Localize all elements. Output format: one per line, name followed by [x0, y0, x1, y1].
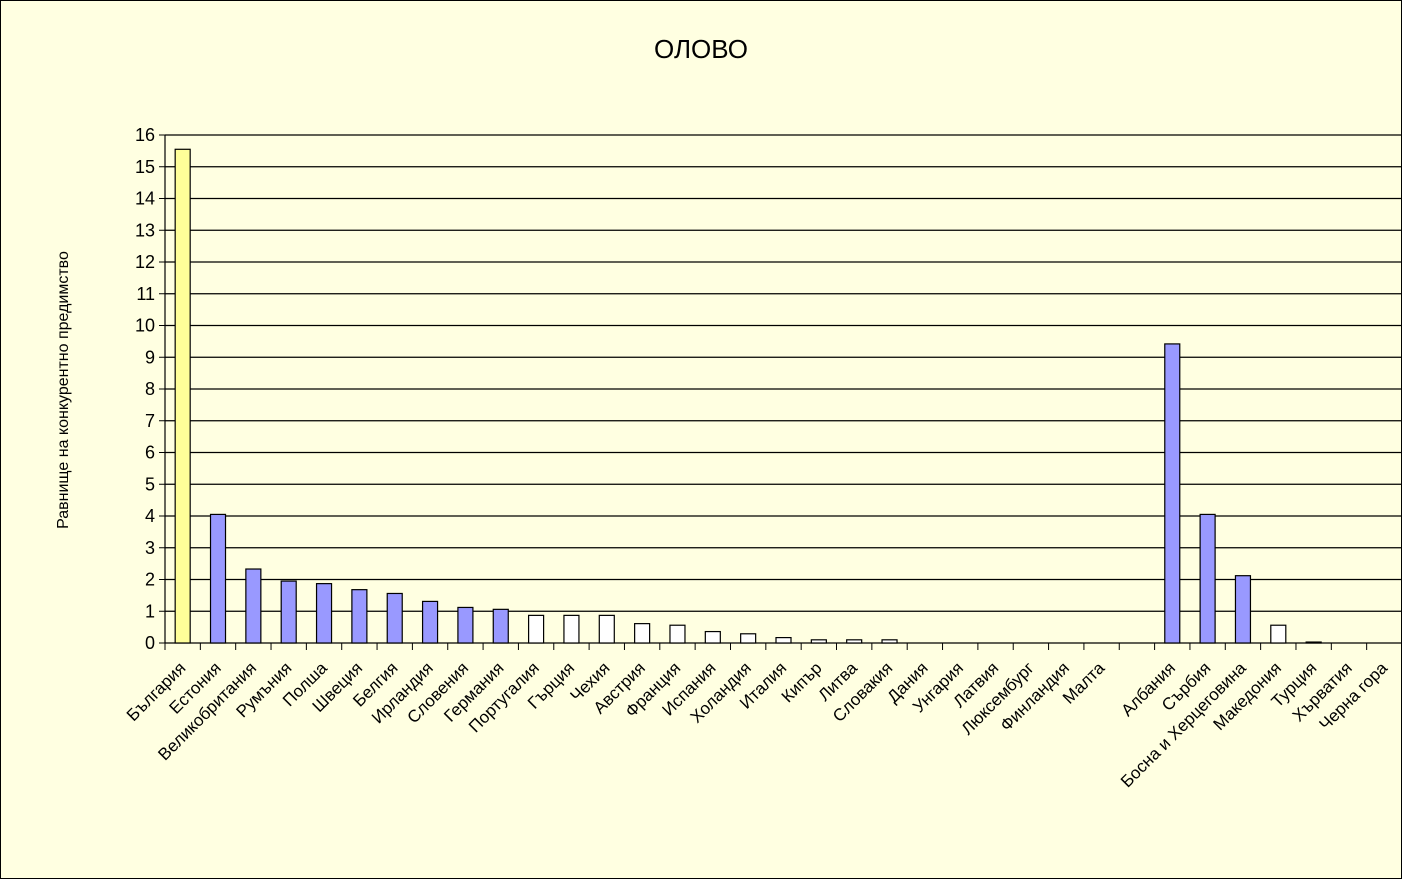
bar — [775, 637, 792, 644]
bar — [598, 614, 615, 644]
bar — [1199, 513, 1216, 644]
bar — [1164, 343, 1181, 644]
bar — [386, 592, 403, 644]
y-tick-label: 10 — [135, 316, 155, 336]
y-tick-label: 0 — [145, 633, 155, 653]
y-tick-label: 9 — [145, 347, 155, 367]
bar — [740, 633, 757, 644]
bar — [492, 608, 509, 644]
y-tick-label: 16 — [135, 125, 155, 145]
y-tick-label: 8 — [145, 379, 155, 399]
bar — [846, 639, 863, 644]
bar — [527, 614, 545, 644]
y-tick-label: 5 — [145, 474, 155, 494]
category-label: Кипър — [778, 658, 826, 706]
bar — [209, 513, 227, 644]
bar — [351, 589, 368, 644]
bar — [1305, 641, 1322, 644]
y-tick-label: 6 — [145, 443, 155, 463]
bar — [245, 568, 262, 644]
y-tick-label: 13 — [135, 220, 155, 240]
bar — [563, 614, 580, 644]
bar — [634, 623, 651, 644]
y-tick-label: 14 — [135, 189, 155, 209]
bar — [1270, 624, 1287, 644]
bar — [280, 580, 297, 644]
bar — [669, 624, 686, 644]
y-tick-label: 1 — [145, 601, 155, 621]
bar — [1234, 575, 1252, 644]
y-tick-label: 7 — [145, 411, 155, 431]
bar — [457, 606, 474, 644]
bar — [704, 630, 721, 644]
y-tick-label: 3 — [145, 538, 155, 558]
bar — [315, 583, 333, 644]
y-tick-label: 4 — [145, 506, 155, 526]
bar — [810, 639, 827, 644]
bar — [174, 148, 191, 644]
bar — [421, 600, 439, 644]
y-tick-label: 2 — [145, 570, 155, 590]
y-tick-label: 15 — [135, 157, 155, 177]
chart-title: ОЛОВО — [654, 34, 748, 64]
y-tick-label: 11 — [136, 284, 155, 304]
y-tick-label: 12 — [135, 252, 155, 272]
bar — [881, 639, 898, 644]
